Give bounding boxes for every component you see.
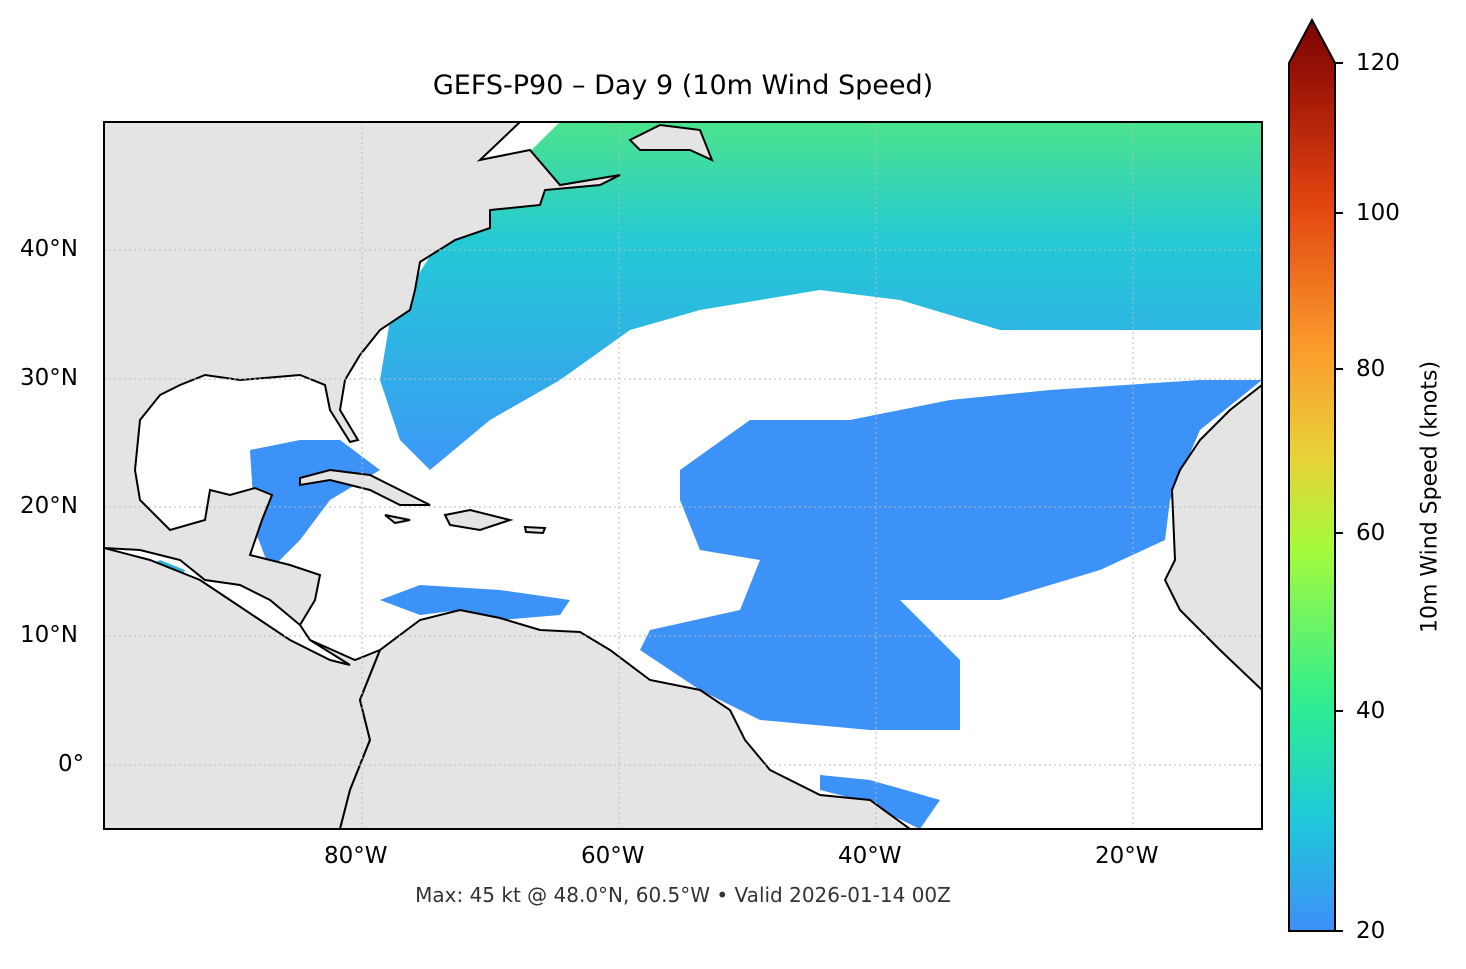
y-tick-label: 0° [58, 751, 85, 777]
land-puerto-rico [523, 525, 547, 535]
colorbar-tick-label: 100 [1356, 200, 1400, 226]
y-tick-label: 40°N [20, 236, 78, 262]
x-tick-label: 80°W [324, 843, 388, 869]
colorbar-label: 10m Wind Speed (knots) [1417, 360, 1443, 634]
x-tick-label: 40°W [838, 843, 902, 869]
wind-field-western-caribbean [250, 440, 380, 570]
colorbar-tick-label: 120 [1356, 50, 1400, 76]
wind-field-brazil [820, 775, 940, 829]
land-africa [1163, 383, 1262, 692]
wind-field-tropical-atlantic [640, 380, 1262, 730]
colorbar-ticks [1335, 62, 1343, 932]
map-title: GEFS-P90 – Day 9 (10m Wind Speed) [432, 70, 934, 101]
wind-field-caribbean [380, 585, 570, 620]
land-cuba [299, 468, 431, 506]
land-south-america [338, 608, 912, 829]
land-north-central-america [104, 122, 621, 829]
map-frame [103, 121, 1263, 830]
colorbar-tick-label: 20 [1356, 918, 1386, 944]
land-newfoundland [628, 123, 714, 162]
colorbar-tick-label: 80 [1356, 356, 1386, 382]
colorbar-tick-label: 60 [1356, 520, 1386, 546]
footer-caption: Max: 45 kt @ 48.0°N, 60.5°W • Valid 2026… [415, 883, 951, 907]
x-tick-label: 20°W [1095, 843, 1159, 869]
x-tick-label: 60°W [581, 843, 645, 869]
colorbar [1288, 17, 1336, 932]
colorbar-tick-label: 40 [1356, 698, 1386, 724]
gridlines [104, 122, 1262, 829]
y-tick-label: 10°N [20, 622, 78, 648]
land-jamaica [384, 514, 411, 525]
y-tick-label: 20°N [20, 493, 78, 519]
wind-field-north-atlantic [380, 122, 1262, 470]
land-hispaniola [443, 508, 514, 532]
y-tick-label: 30°N [20, 365, 78, 391]
